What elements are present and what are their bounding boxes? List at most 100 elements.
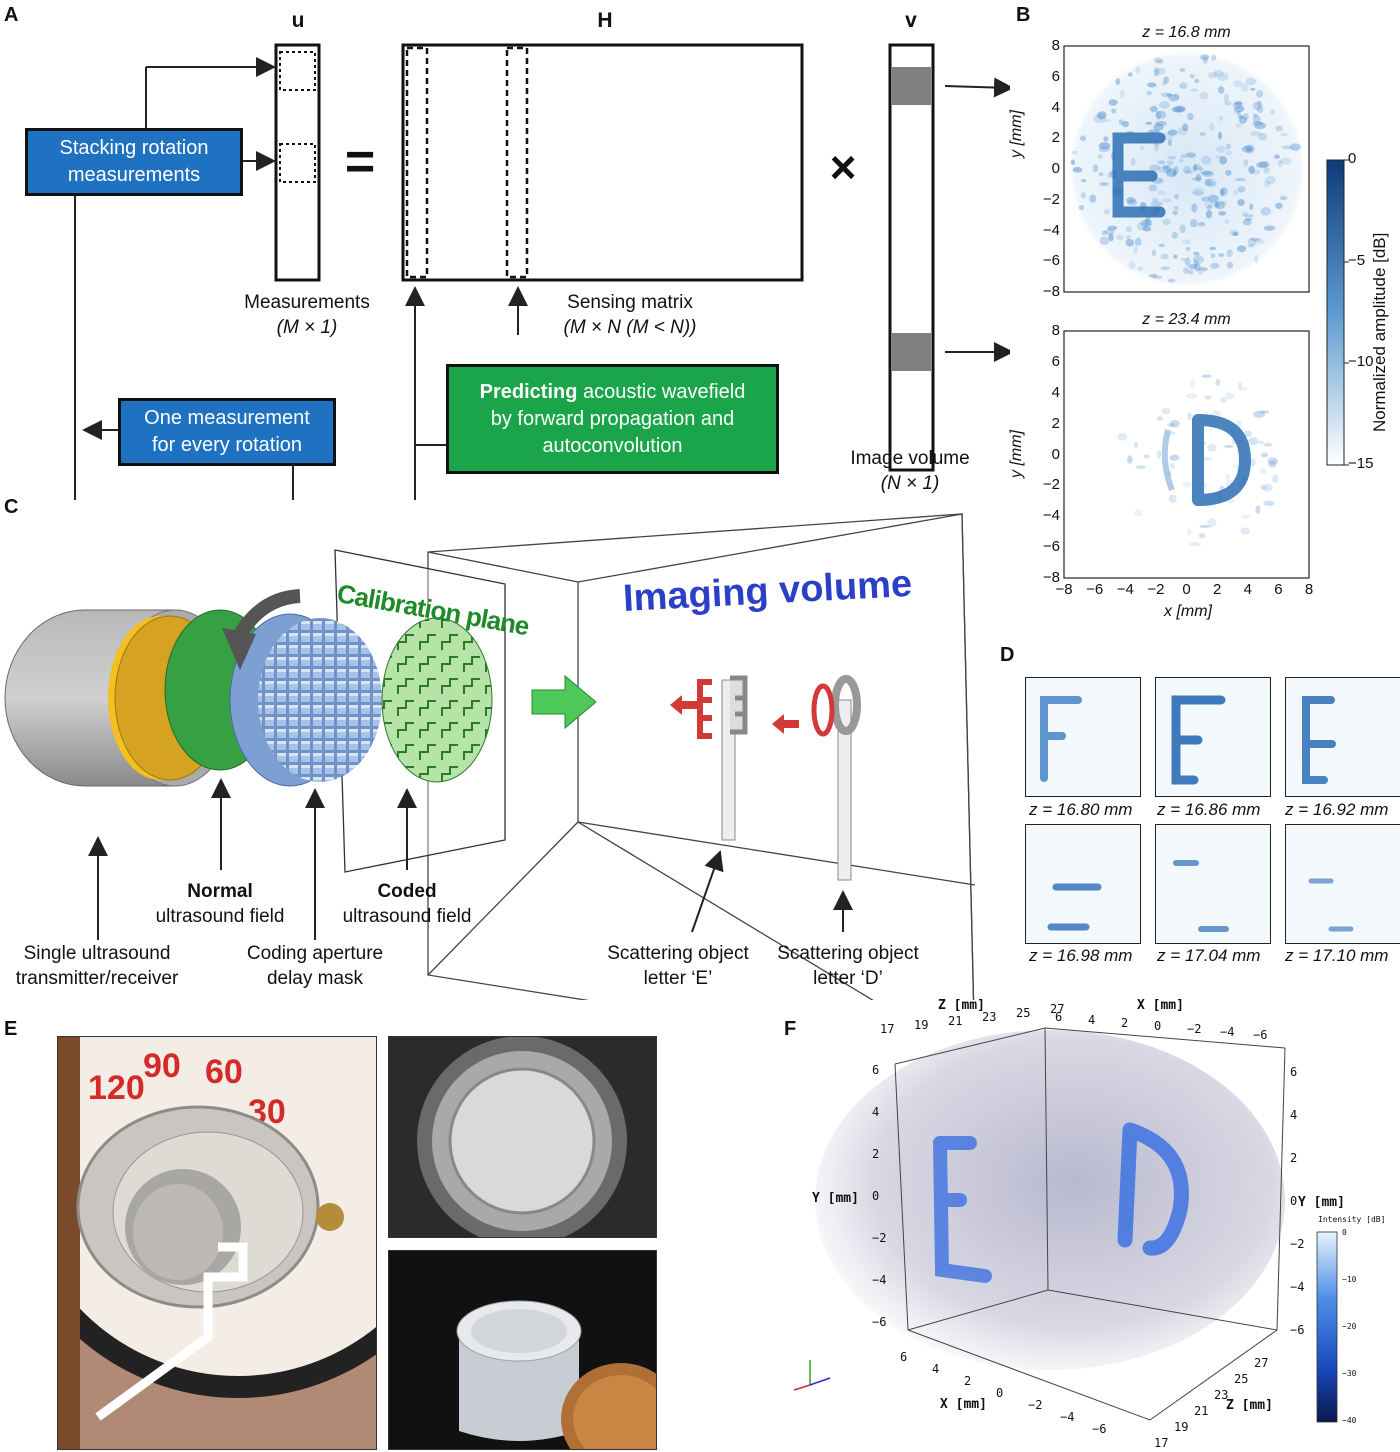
f-left-y-label: Y [mm]: [812, 1191, 859, 1206]
f-top-x-tick: 6: [1055, 1010, 1063, 1024]
photo-rotation-stage: 120 90 60 30: [57, 1036, 377, 1450]
plot-b-xtick: −4: [1116, 581, 1134, 598]
colorbar-b-tick-1: −5: [1348, 252, 1366, 269]
panel-c-apparatus: [4, 513, 976, 1000]
coded-field-rest: ultrasound field: [342, 906, 472, 927]
plot-b-xtick: 2: [1212, 581, 1222, 598]
f-left-y-tick: −6: [872, 1315, 887, 1329]
f-top-z-tick: 25: [1016, 1006, 1031, 1020]
one-meas-line-1: One measurement: [144, 407, 310, 429]
f-top-z-tick: 21: [948, 1014, 963, 1028]
f-colorbar-title: Intensity [dB]: [1318, 1215, 1386, 1224]
f-top-x-tick: −2: [1187, 1022, 1202, 1036]
h-matrix-label: H: [597, 9, 613, 32]
scatter-e-label-2: letter ‘E’: [643, 968, 713, 989]
f-left-y-tick: 6: [872, 1063, 880, 1077]
mask-label-2: delay mask: [266, 968, 364, 989]
sensing-matrix-label: Sensing matrix: [567, 292, 693, 313]
panel-f-3d-render: [793, 1027, 1338, 1423]
f-bottom-z-tick: 23: [1214, 1388, 1229, 1402]
plot-b-ytick: −8: [1042, 569, 1060, 586]
plot-b-xtick: −8: [1055, 581, 1073, 598]
f-left-y-tick: 4: [872, 1105, 880, 1119]
panel-label-f: F: [784, 1018, 797, 1040]
f-top-x-tick: −6: [1253, 1028, 1268, 1042]
transducer-label-2: transmitter/receiver: [15, 968, 179, 989]
f-bottom-z-tick: 19: [1174, 1420, 1189, 1434]
predicting-line-2: by forward propagation and: [490, 407, 735, 430]
plot-b-ytick: 0: [1051, 160, 1060, 177]
f-bottom-x-label: X [mm]: [940, 1397, 987, 1412]
colorbar-b-tick-3: −15: [1348, 455, 1374, 472]
plot-b-bottom-ylabel: y [mm]: [1008, 430, 1025, 478]
f-right-y-label: Y [mm]: [1298, 1195, 1345, 1210]
slice-caption-1: z = 16.80 mm: [1029, 800, 1133, 819]
normal-field-bold: Normal: [187, 881, 253, 902]
f-right-y-tick: 6: [1290, 1065, 1298, 1079]
v-vector-label: v: [905, 9, 917, 32]
f-right-y-tick: 2: [1290, 1151, 1298, 1165]
plot-b-xlabel: x [mm]: [1164, 603, 1212, 620]
image-volume-label: Image volume: [850, 448, 970, 469]
stacking-line-2: measurements: [67, 164, 201, 186]
times-sign: ×: [829, 141, 857, 193]
f-top-z-label: Z [mm]: [938, 998, 985, 1013]
sensing-matrix-dim: (M × N (M < N)): [563, 317, 697, 338]
scatter-e-label-1: Scattering object: [607, 943, 749, 964]
panel-label-d: D: [1000, 644, 1015, 666]
plot-b-bottom-title: z = 23.4 mm: [1142, 311, 1231, 328]
plot-b-ytick: −4: [1042, 221, 1060, 239]
panel-label-c: C: [4, 496, 19, 518]
dial-number-120: 120: [88, 1069, 145, 1107]
f-top-x-tick: 4: [1088, 1013, 1096, 1027]
f-bottom-z-tick: 25: [1234, 1372, 1249, 1386]
plot-b-ytick: 4: [1051, 383, 1060, 401]
f-top-z-tick: 23: [982, 1010, 997, 1024]
f-bottom-x-tick: 0: [996, 1386, 1004, 1400]
f-right-y-tick: −4: [1290, 1280, 1305, 1294]
one-meas-line-2: for every rotation: [151, 434, 303, 456]
f-top-x-tick: 0: [1154, 1019, 1162, 1033]
u-vector-label: u: [291, 9, 305, 32]
plot-b-ytick: 6: [1051, 352, 1060, 370]
slice-tile-3: [1285, 677, 1400, 797]
f-top-x-label: X [mm]: [1137, 998, 1184, 1013]
measurements-label: Measurements: [244, 292, 370, 313]
mask-label-1: Coding aperture: [246, 943, 384, 964]
slice-caption-4: z = 16.98 mm: [1029, 946, 1133, 965]
f-left-y-tick: −4: [872, 1273, 887, 1287]
f-right-y-tick: −2: [1290, 1237, 1305, 1251]
equals-sign: =: [344, 133, 376, 191]
f-left-y-tick: 0: [872, 1189, 880, 1203]
plot-b-ytick: −6: [1042, 538, 1060, 556]
f-bottom-x-tick: 4: [932, 1362, 940, 1376]
f-left-y-tick: 2: [872, 1147, 880, 1161]
plot-b-ytick: −2: [1042, 190, 1060, 208]
f-colorbar-tick: −20: [1342, 1322, 1357, 1331]
slice-caption-5: z = 17.04 mm: [1157, 946, 1261, 965]
slice-tile-2: [1155, 677, 1271, 797]
plot-b-ytick: −8: [1042, 283, 1060, 300]
plot-b-xtick: −2: [1147, 581, 1165, 598]
slice-caption-2: z = 16.86 mm: [1157, 800, 1261, 819]
colorbar-b-tick-0: 0: [1348, 150, 1357, 167]
predicting-box: Predicting acoustic wavefield by forward…: [446, 364, 779, 474]
f-top-z-tick: 19: [914, 1018, 929, 1032]
coded-field-bold: Coded: [377, 881, 437, 902]
f-colorbar-tick: 0: [1342, 1228, 1347, 1237]
plot-b-xtick: 4: [1243, 581, 1252, 598]
f-bottom-x-tick: −2: [1028, 1398, 1043, 1412]
slice-tile-6: [1285, 824, 1400, 944]
plot-b-ytick: −4: [1042, 507, 1060, 525]
f-bottom-x-tick: 6: [900, 1350, 908, 1364]
transducer-label-1: Single ultrasound: [23, 943, 171, 964]
f-top-z-tick: 27: [1050, 1002, 1065, 1016]
f-right-y-tick: 0: [1290, 1194, 1298, 1208]
image-volume-dim: (N × 1): [880, 473, 940, 494]
f-colorbar-tick: −30: [1342, 1369, 1357, 1378]
slice-tile-5: [1155, 824, 1271, 944]
photo-mask-top: [388, 1036, 657, 1238]
plot-b-ytick: 2: [1051, 129, 1060, 147]
predicting-rest: acoustic wavefield: [577, 380, 746, 403]
plot-b-ytick: 8: [1051, 322, 1060, 339]
